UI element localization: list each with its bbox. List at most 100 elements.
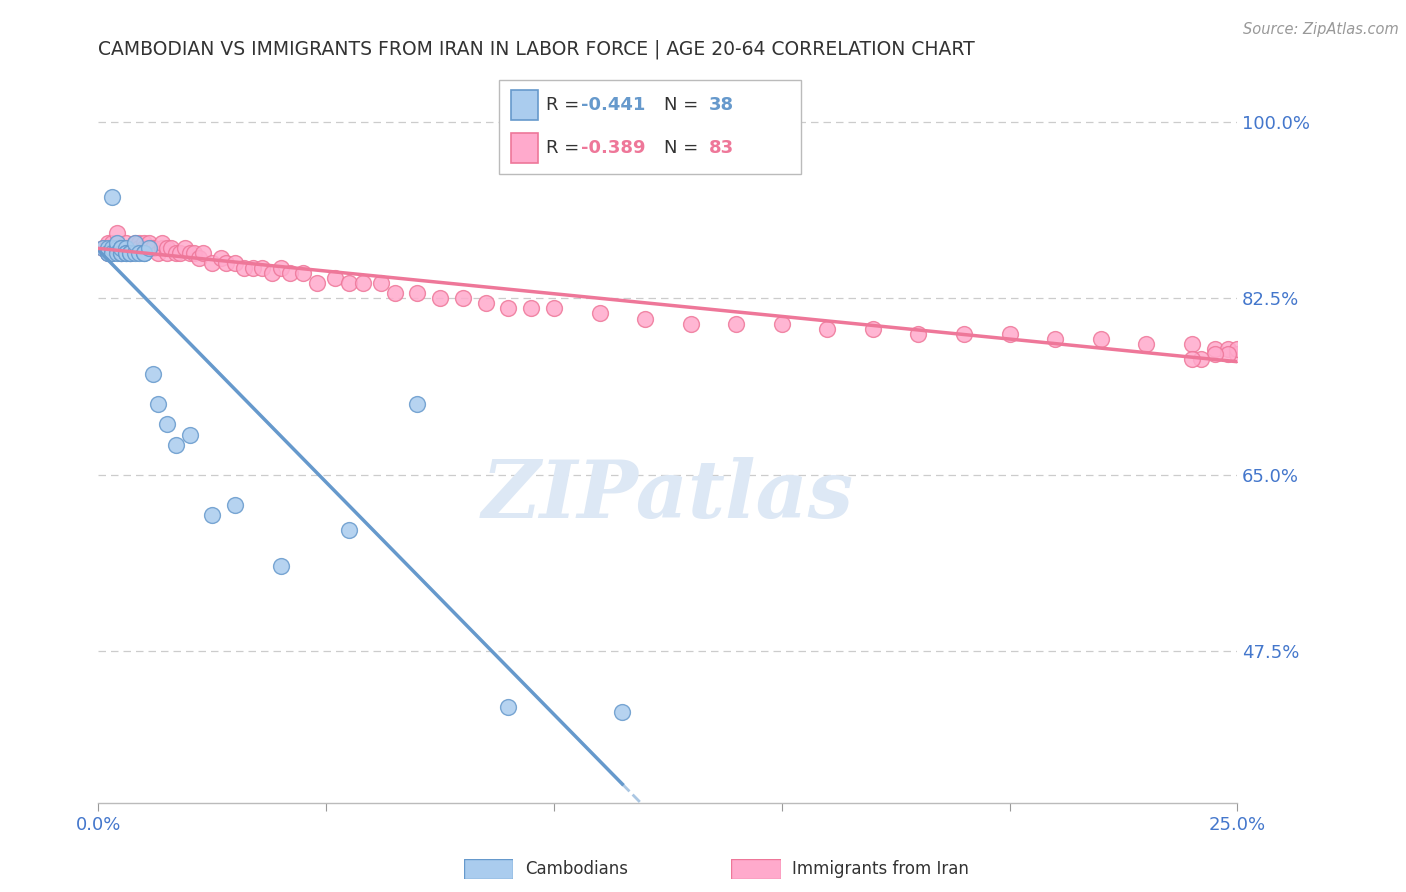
Point — [96, 241, 118, 255]
Point — [862, 321, 884, 335]
Point — [1043, 332, 1066, 346]
Point — [679, 317, 702, 331]
Point — [105, 246, 128, 260]
Point — [907, 326, 929, 341]
Bar — [512, 89, 538, 120]
Point — [406, 397, 429, 411]
Point — [124, 241, 146, 255]
Point — [384, 286, 406, 301]
Point — [498, 700, 520, 714]
Text: 83: 83 — [709, 139, 734, 157]
Point — [474, 296, 496, 310]
Point — [307, 277, 329, 291]
Point — [179, 427, 201, 442]
Point — [634, 311, 657, 326]
Point — [120, 246, 142, 260]
Point — [187, 251, 209, 265]
Point — [337, 524, 360, 538]
Text: N =: N = — [664, 95, 704, 113]
Point — [179, 246, 201, 260]
Bar — [512, 133, 538, 162]
Point — [114, 241, 136, 255]
Text: ZIPatlas: ZIPatlas — [482, 457, 853, 534]
Point — [998, 326, 1021, 341]
Point — [953, 326, 976, 341]
Point — [1090, 332, 1112, 346]
Point — [124, 235, 146, 250]
Point — [128, 235, 150, 250]
Point — [101, 241, 124, 255]
Text: CAMBODIAN VS IMMIGRANTS FROM IRAN IN LABOR FORCE | AGE 20-64 CORRELATION CHART: CAMBODIAN VS IMMIGRANTS FROM IRAN IN LAB… — [98, 39, 976, 59]
Text: N =: N = — [664, 139, 704, 157]
Point — [146, 246, 169, 260]
Point — [110, 246, 132, 260]
Point — [105, 241, 128, 255]
Point — [96, 246, 118, 260]
Point — [323, 271, 346, 285]
Point — [138, 241, 160, 255]
Point — [165, 437, 187, 451]
Point — [96, 246, 118, 260]
Point — [96, 246, 118, 260]
Point — [352, 277, 374, 291]
Point — [138, 241, 160, 255]
Point — [1189, 351, 1212, 366]
Point — [1226, 347, 1249, 361]
Point — [120, 246, 142, 260]
Point — [242, 261, 264, 276]
FancyBboxPatch shape — [499, 80, 801, 174]
Point — [120, 241, 142, 255]
Point — [193, 246, 215, 260]
Point — [337, 277, 360, 291]
Point — [105, 226, 128, 240]
Point — [110, 246, 132, 260]
Text: 38: 38 — [709, 95, 734, 113]
Point — [201, 256, 224, 270]
Point — [451, 291, 474, 305]
Point — [1218, 347, 1240, 361]
Point — [142, 367, 165, 381]
Point — [105, 235, 128, 250]
Point — [114, 246, 136, 260]
Point — [1135, 336, 1157, 351]
Point — [124, 246, 146, 260]
Text: R =: R = — [546, 95, 585, 113]
Point — [124, 235, 146, 250]
Point — [156, 241, 179, 255]
Text: R =: R = — [546, 139, 585, 157]
Point — [128, 246, 150, 260]
Point — [1204, 347, 1226, 361]
Point — [1181, 351, 1204, 366]
Point — [260, 266, 283, 280]
Point — [110, 246, 132, 260]
Point — [252, 261, 274, 276]
Point — [543, 301, 565, 316]
Point — [215, 256, 238, 270]
Point — [101, 241, 124, 255]
Point — [114, 241, 136, 255]
Point — [110, 241, 132, 255]
Point — [292, 266, 315, 280]
Point — [165, 246, 187, 260]
Point — [429, 291, 451, 305]
Point — [156, 246, 179, 260]
Text: Source: ZipAtlas.com: Source: ZipAtlas.com — [1243, 22, 1399, 37]
Text: -0.389: -0.389 — [581, 139, 645, 157]
Point — [110, 241, 132, 255]
Point — [96, 235, 118, 250]
Point — [101, 235, 124, 250]
Text: -0.441: -0.441 — [581, 95, 645, 113]
Point — [101, 190, 124, 204]
Point — [128, 241, 150, 255]
Point — [612, 705, 634, 719]
Point — [132, 235, 155, 250]
Point — [101, 246, 124, 260]
Point — [233, 261, 256, 276]
Point — [150, 241, 173, 255]
Point — [370, 277, 392, 291]
Point — [1204, 342, 1226, 356]
Point — [120, 241, 142, 255]
Point — [183, 246, 205, 260]
Point — [201, 508, 224, 523]
Point — [160, 241, 183, 255]
